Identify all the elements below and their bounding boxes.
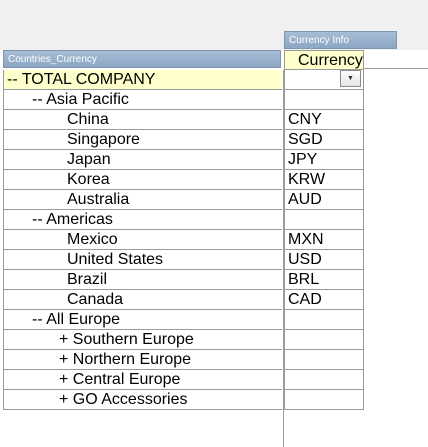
tree-row-label: + GO Accessories [59, 391, 188, 408]
tree-row-label: Japan [67, 151, 111, 168]
tree-row[interactable]: Brazil [3, 270, 282, 290]
currency-cell[interactable]: SGD [284, 130, 364, 150]
currency-cell[interactable]: BRL [284, 270, 364, 290]
tree-row[interactable]: -- Asia Pacific [3, 90, 282, 110]
tree-row[interactable]: Singapore [3, 130, 282, 150]
currency-cell[interactable]: USD [284, 250, 364, 270]
tree-row-label: United States [67, 251, 164, 268]
chevron-down-icon: ▼ [347, 75, 354, 82]
currency-info-column-header[interactable]: Currency Info [284, 31, 397, 49]
tree-row[interactable]: Australia [3, 190, 282, 210]
header-divider [364, 68, 428, 69]
tree-row[interactable]: Mexico [3, 230, 282, 250]
tree-row[interactable]: Japan [3, 150, 282, 170]
tree-row[interactable]: China [3, 110, 282, 130]
tree-row-label: -- Asia Pacific [32, 91, 129, 108]
currency-dropdown-button[interactable]: ▼ [340, 70, 361, 87]
tree-row[interactable]: Canada [3, 290, 282, 310]
tree-row-label: Brazil [67, 271, 108, 288]
tree-row[interactable]: + Southern Europe [3, 330, 282, 350]
tree-row[interactable]: -- All Europe [3, 310, 282, 330]
currency-cell[interactable] [284, 390, 364, 410]
tree-row-label: -- All Europe [32, 311, 121, 328]
tree-row-label: China [67, 111, 109, 128]
currency-cell[interactable] [284, 90, 364, 110]
tree-row-label: + Central Europe [59, 371, 181, 388]
currency-column-title: Currency [284, 50, 364, 70]
currency-cell[interactable] [284, 70, 364, 90]
currency-cell[interactable]: KRW [284, 170, 364, 190]
tree-row-label: + Northern Europe [59, 351, 192, 368]
tree-row-label: -- Americas [32, 211, 113, 228]
tree-row[interactable]: -- Americas [3, 210, 282, 230]
column-separator-line [283, 70, 284, 447]
currency-cell[interactable]: CAD [284, 290, 364, 310]
currency-cell[interactable] [284, 370, 364, 390]
tree-row-label: Singapore [67, 131, 140, 148]
tree-row-total-company[interactable]: -- TOTAL COMPANY [3, 70, 282, 90]
tree-row[interactable]: + Central Europe [3, 370, 282, 390]
currency-cell[interactable]: AUD [284, 190, 364, 210]
currency-cell[interactable] [284, 330, 364, 350]
countries-currency-column-header[interactable]: Countries_Currency [3, 50, 281, 68]
tree-row-label: -- TOTAL COMPANY [7, 71, 156, 88]
tree-row-label: Canada [67, 291, 124, 308]
currency-cell[interactable]: MXN [284, 230, 364, 250]
tree-row[interactable]: Korea [3, 170, 282, 190]
currency-cell[interactable] [284, 350, 364, 370]
tree-row[interactable]: United States [3, 250, 282, 270]
tree-row[interactable]: + Northern Europe [3, 350, 282, 370]
tree-row[interactable]: + GO Accessories [3, 390, 282, 410]
currency-cell[interactable]: CNY [284, 110, 364, 130]
tree-row-label: Australia [67, 191, 130, 208]
tree-row-label: Korea [67, 171, 110, 188]
tree-row-label: Mexico [67, 231, 118, 248]
tree-row-label: + Southern Europe [59, 331, 194, 348]
currency-cell[interactable]: JPY [284, 150, 364, 170]
currency-cell[interactable] [284, 310, 364, 330]
currency-cell[interactable] [284, 210, 364, 230]
